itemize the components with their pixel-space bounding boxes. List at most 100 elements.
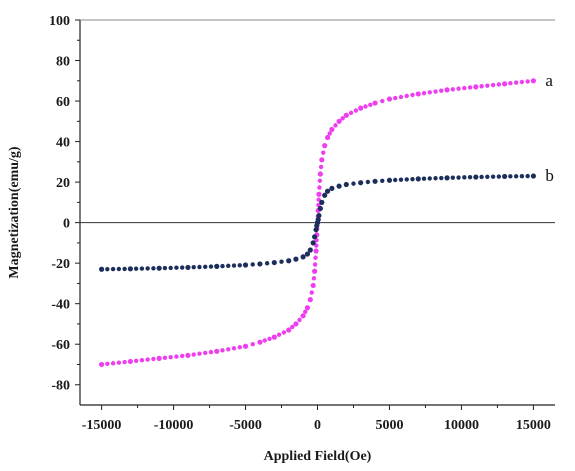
series-b-point (329, 185, 335, 191)
series-layer (98, 78, 537, 368)
series-b-dot (421, 176, 427, 181)
series-a-dot (313, 255, 318, 260)
series-a-dot (317, 178, 323, 183)
series-a-dot (321, 150, 326, 155)
series-a-dot (110, 361, 116, 366)
series-b-dot (250, 262, 255, 267)
series-b-dot (496, 174, 502, 179)
x-axis-title: Applied Field(Oe) (264, 449, 372, 464)
series-b-point (502, 173, 508, 180)
series-a-dot (433, 89, 438, 94)
series-a (98, 78, 537, 368)
y-tick-label: 60 (56, 95, 70, 110)
series-b-dot (105, 266, 110, 272)
series-a-dot (162, 355, 168, 360)
series-a-point (304, 305, 311, 311)
series-a-point (185, 352, 191, 358)
series-a-point (415, 91, 421, 97)
series-b-point (415, 176, 421, 182)
series-b-dot (174, 265, 179, 270)
series-b-point (324, 188, 331, 194)
ticks: -80 -60 -40 -20 0 20 40 60 80 100 -15000 -10000 -500… (49, 14, 551, 433)
series-b-dot (145, 266, 150, 271)
series-a-dot (197, 351, 202, 356)
series-b-point (271, 259, 277, 266)
series-b-point (127, 266, 133, 272)
y-tick-label: -60 (51, 338, 70, 353)
series-a-dot (139, 358, 145, 363)
series-b-point (530, 173, 537, 179)
series-a-dot (525, 79, 530, 84)
series-a-point (313, 248, 319, 254)
series-a-point (98, 361, 105, 368)
series-b-point (286, 258, 292, 264)
series-a-point (316, 191, 322, 197)
series-a-dot (398, 94, 404, 100)
y-tick-label: 40 (56, 136, 70, 151)
series-a-dot (145, 357, 150, 362)
series-b-point (185, 264, 191, 271)
y-tick-label: -80 (51, 379, 70, 394)
series-a-dot (312, 262, 318, 267)
series-a-dot (404, 93, 409, 99)
series-b-point (316, 212, 322, 219)
series-a-point (502, 81, 508, 87)
series-a-dot (151, 356, 156, 362)
y-axis-title: Magnetization(emu/g) (7, 146, 22, 279)
x-tick-label: 10000 (444, 418, 479, 433)
series-a-dot (116, 360, 122, 365)
series-b-point (313, 227, 319, 233)
series-a-dot (226, 347, 231, 352)
series-b-point (317, 205, 323, 212)
series-b-dot (519, 173, 525, 179)
series-b-point (473, 174, 479, 180)
series-b-dot (398, 177, 404, 182)
series-a-dot (427, 90, 432, 95)
series-label-a: a (545, 71, 553, 90)
series-b-dot (490, 174, 496, 179)
x-tick-label: -15000 (82, 418, 122, 433)
series-b-point (307, 247, 313, 253)
series-a-dot (281, 330, 287, 335)
series-b-dot (231, 263, 237, 268)
series-a-dot (133, 358, 139, 364)
series-b-point (336, 183, 342, 189)
series-b-dot (203, 264, 208, 270)
y-tick-label: 80 (56, 55, 70, 70)
y-tick-label: -20 (51, 257, 70, 272)
series-b-point (315, 216, 321, 223)
series-b-dot (151, 266, 156, 271)
series-a-dot (105, 361, 110, 367)
series-a-dot (327, 131, 332, 136)
series-b-dot (365, 179, 371, 185)
series-a-dot (485, 83, 490, 88)
series-b-point (310, 240, 316, 246)
series-b-dot (279, 259, 284, 264)
series-b-dot (220, 263, 225, 269)
series-a-point (358, 105, 364, 111)
series-a-dot (168, 354, 173, 360)
series-b-dot (427, 176, 432, 181)
series-b-dot (197, 264, 202, 270)
x-tick-label: 15000 (516, 418, 551, 433)
x-tick-label: -5000 (229, 418, 262, 433)
series-b-dot (179, 265, 185, 270)
series-b-dot (450, 175, 456, 180)
series-a-dot (191, 352, 196, 357)
series-a-dot (297, 317, 302, 323)
series-a-dot (290, 324, 295, 330)
series-a-dot (237, 345, 242, 350)
series-a-dot (220, 348, 225, 353)
series-a-dot (368, 102, 373, 107)
series-a-dot (467, 85, 473, 90)
x-tick-label: 5000 (375, 418, 403, 433)
series-b-dot (433, 176, 438, 181)
series-b-dot (479, 174, 484, 180)
series-b-point (319, 199, 325, 205)
series-a-point (156, 355, 162, 361)
series-a-point (257, 339, 263, 345)
y-tick-label: 20 (56, 176, 70, 191)
series-b-point (300, 254, 306, 260)
series-b-point (322, 192, 328, 198)
